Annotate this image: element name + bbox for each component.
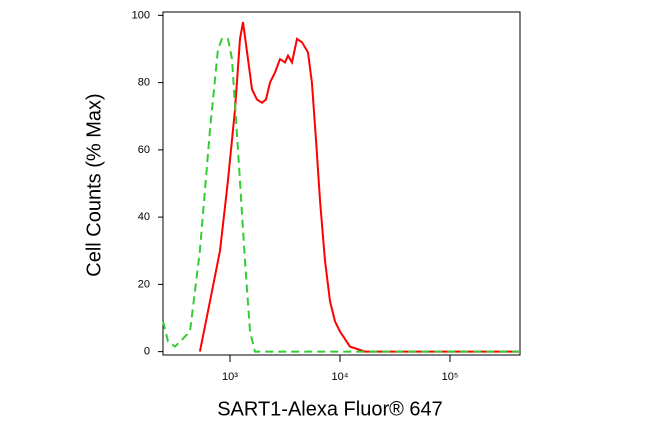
plot-frame: [162, 11, 521, 356]
y-tick-label: 60: [138, 144, 150, 156]
y-tick-label: 40: [138, 211, 150, 223]
y-tick-label: 80: [138, 77, 150, 89]
series-line: [162, 37, 520, 353]
y-tick-label: 0: [144, 346, 150, 358]
y-axis-title: Cell Counts (% Max): [83, 93, 105, 276]
x-tick-label: 10³: [222, 371, 238, 383]
y-tick-label: 100: [132, 9, 150, 21]
x-axis-title: SART1-Alexa Fluor® 647: [217, 398, 443, 420]
y-tick-label: 20: [138, 278, 150, 290]
x-tick-label: 10⁴: [332, 371, 349, 383]
series-line: [198, 21, 520, 353]
x-tick-label: 10⁵: [442, 371, 459, 383]
